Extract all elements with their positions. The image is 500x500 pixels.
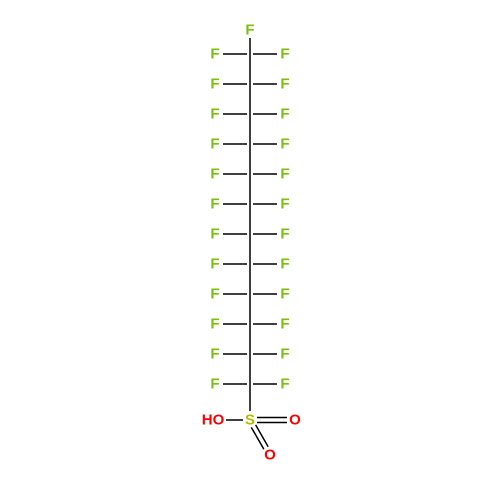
fluorine-right-10: F — [280, 346, 289, 363]
fluorine-left-4: F — [210, 166, 219, 183]
oxygen-right: O — [289, 412, 301, 429]
fluorine-right-5: F — [280, 196, 289, 213]
fluorine-right-1: F — [280, 76, 289, 93]
fluorine-left-3: F — [210, 136, 219, 153]
fluorine-right-4: F — [280, 166, 289, 183]
fluorine-left-10: F — [210, 346, 219, 363]
fluorine-left-8: F — [210, 286, 219, 303]
molecule-diagram: FFFFFFFFFFFFFFFFFFFFFFFFFSHOOO — [0, 0, 500, 500]
fluorine-right-6: F — [280, 226, 289, 243]
fluorine-left-11: F — [210, 376, 219, 393]
fluorine-right-0: F — [280, 46, 289, 63]
fluorine-left-7: F — [210, 256, 219, 273]
fluorine-left-9: F — [210, 316, 219, 333]
fluorine-left-1: F — [210, 76, 219, 93]
fluorine-left-5: F — [210, 196, 219, 213]
fluorine-right-7: F — [280, 256, 289, 273]
sulfur: S — [245, 412, 255, 429]
fluorine-left-0: F — [210, 46, 219, 63]
oxygen-bottom: O — [264, 447, 276, 464]
fluorine-right-2: F — [280, 106, 289, 123]
hydroxyl: HO — [202, 412, 225, 429]
fluorine-right-11: F — [280, 376, 289, 393]
fluorine-left-6: F — [210, 226, 219, 243]
fluorine-right-8: F — [280, 286, 289, 303]
fluorine-right-9: F — [280, 316, 289, 333]
fluorine-left-2: F — [210, 106, 219, 123]
fluorine-top: F — [245, 22, 254, 39]
fluorine-right-3: F — [280, 136, 289, 153]
